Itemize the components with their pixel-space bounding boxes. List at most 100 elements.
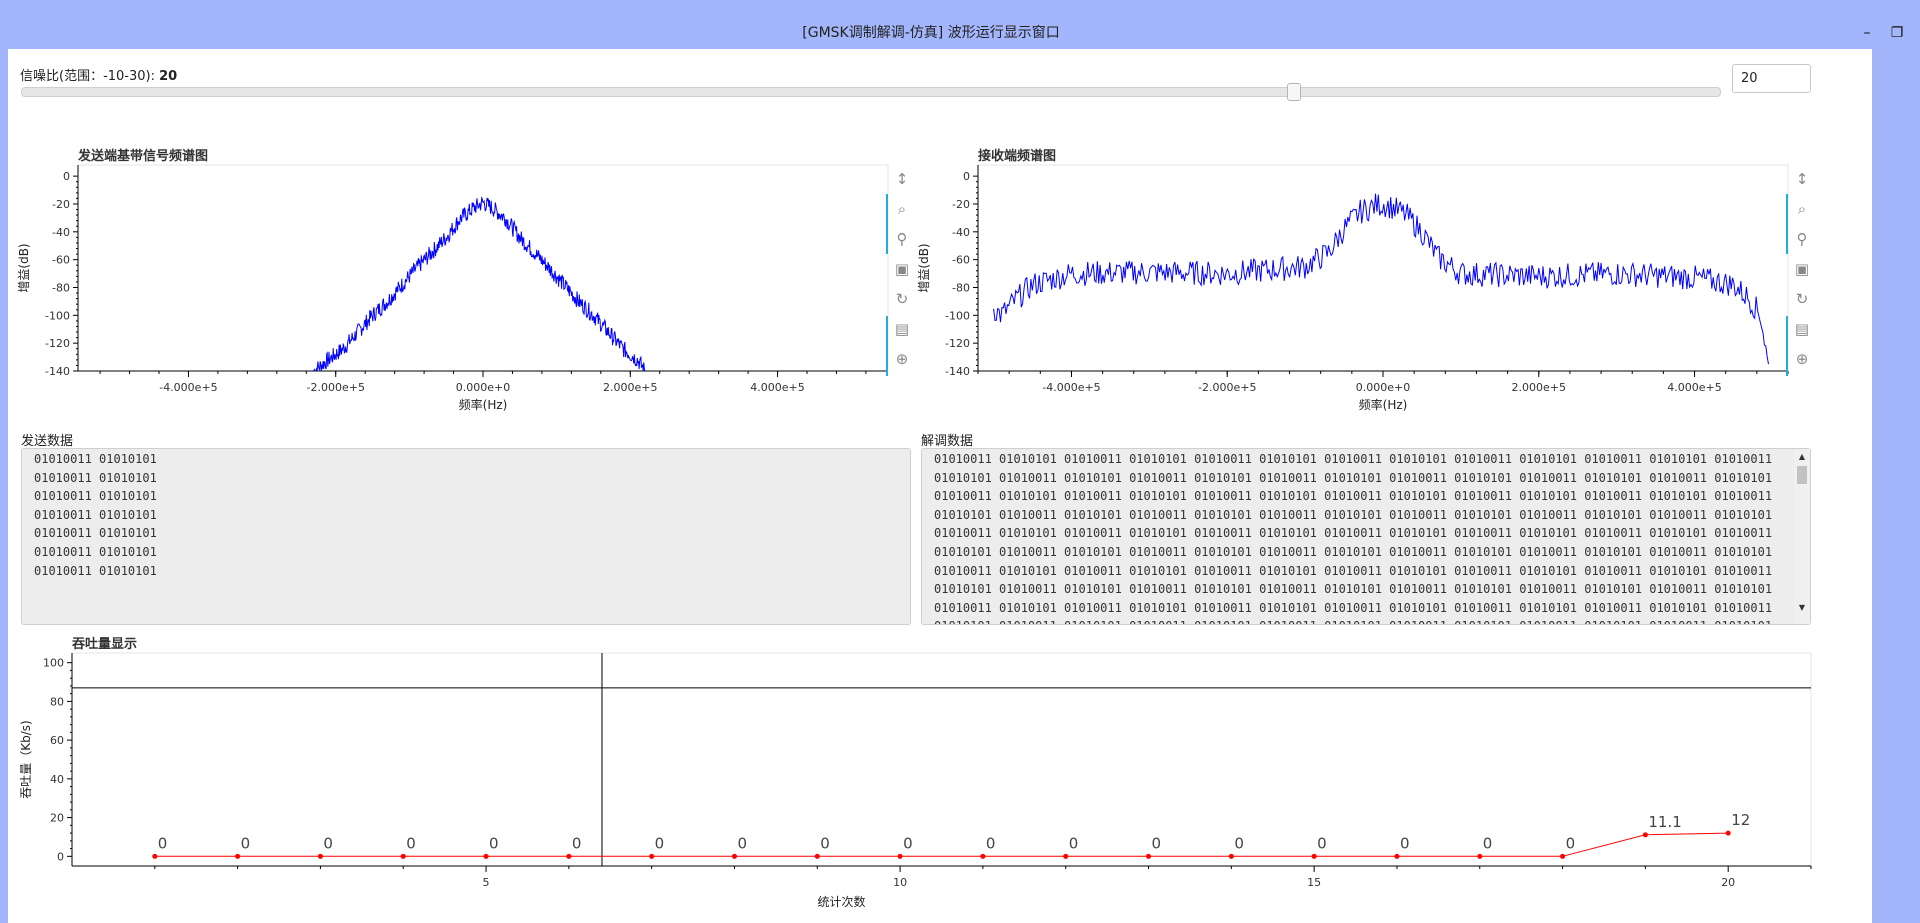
scroll-down-icon[interactable]: ▼	[1798, 603, 1806, 612]
tx-y-tick-label: -60	[52, 254, 70, 267]
rx-toolbar-active-indicator-2	[1786, 316, 1788, 376]
thr-y-tick-label: 40	[50, 773, 64, 786]
thr-x-tick-label: 15	[1307, 876, 1321, 889]
throughput-point	[897, 853, 903, 859]
throughput-point	[649, 853, 655, 859]
throughput-data-label: 0	[489, 834, 499, 852]
tx-y-tick-label: -20	[52, 198, 70, 211]
thr-x-tick-label: 10	[893, 876, 907, 889]
throughput-data-label: 11.1	[1648, 813, 1681, 831]
rx-y-tick-label: -40	[952, 226, 970, 239]
rx-spectrum-line	[993, 193, 1769, 365]
tx-spectrum-chart[interactable]: 0 -20 -40 -60 -80 -100 -120 -140 -4.000e+5 -2.000…	[10, 160, 890, 426]
snr-slider-track[interactable]	[21, 87, 1721, 97]
throughput-data-label: 0	[406, 834, 416, 852]
tx-x-tick-label: -4.000e+5	[159, 381, 217, 394]
throughput-point	[235, 853, 241, 859]
rx-x-tick-label: -4.000e+5	[1042, 381, 1100, 394]
throughput-point	[1394, 853, 1400, 859]
tx-wheel-zoom-icon[interactable]: ⚲	[896, 230, 908, 248]
thr-y-axis-label: 吞吐量（Kb/s)	[19, 720, 33, 798]
scroll-thumb[interactable]	[1797, 466, 1807, 484]
rx-y-axis-label: 增益(dB)	[917, 243, 931, 292]
tx-box-zoom-icon[interactable]: ⌕	[897, 200, 907, 218]
rx-y-tick-label: -100	[945, 309, 970, 322]
tx-data-textarea[interactable]: 01010011 01010101 01010011 01010101 0101…	[21, 448, 911, 625]
throughput-point	[1311, 853, 1317, 859]
throughput-data-label: 0	[903, 834, 913, 852]
throughput-point	[1725, 830, 1731, 836]
tx-y-tick-label: -140	[45, 365, 70, 378]
tx-data-label: 发送数据	[21, 434, 74, 449]
throughput-line	[154, 832, 1729, 857]
thr-y-tick-label: 20	[50, 812, 64, 825]
tx-hover-icon[interactable]: ▤	[894, 320, 910, 338]
rx-data-scrollbar[interactable]: ▲ ▼	[1794, 449, 1810, 624]
tx-x-tick-label: -2.000e+5	[307, 381, 365, 394]
rx-save-icon[interactable]: ▣	[1794, 260, 1810, 278]
throughput-data-label: 0	[1152, 834, 1162, 852]
rx-wheel-zoom-icon[interactable]: ⚲	[1796, 230, 1808, 248]
tx-x-tick-label: 0.000e+0	[456, 381, 510, 394]
tx-reset-icon[interactable]: ↻	[895, 290, 909, 308]
throughput-point	[1063, 853, 1069, 859]
throughput-point	[731, 853, 737, 859]
minimize-icon[interactable]: –	[1863, 25, 1871, 41]
tx-spectrum-title: 发送端基带信号频谱图	[78, 149, 209, 164]
thr-y-tick-label: 0	[57, 850, 64, 863]
tx-y-axis-label: 增益(dB)	[17, 243, 31, 292]
throughput-data-label: 0	[1234, 834, 1244, 852]
tx-x-tick-label: 4.000e+5	[750, 381, 804, 394]
tx-spectrum-line	[313, 196, 646, 371]
throughput-data-label: 0	[1483, 834, 1493, 852]
throughput-point	[152, 853, 158, 859]
throughput-point	[980, 853, 986, 859]
rx-y-tick-label: -140	[945, 365, 970, 378]
rx-pan-vertical-icon[interactable]: ↕	[1795, 170, 1809, 188]
throughput-data-label: 0	[1069, 834, 1079, 852]
throughput-chart[interactable]: 0 20 40 60 80 100 5 10 15 20 统计次数 吞吐量（Kb/s) 0 0 0 0 0 0 0 0…	[10, 646, 1820, 916]
thr-x-tick-label: 5	[483, 876, 490, 889]
tx-y-tick-label: -40	[52, 226, 70, 239]
scroll-up-icon[interactable]: ▲	[1798, 452, 1806, 461]
rx-box-zoom-icon[interactable]: ⌕	[1797, 200, 1807, 218]
rx-y-tick-label: -80	[952, 281, 970, 294]
rx-x-tick-label: 4.000e+5	[1667, 381, 1721, 394]
throughput-point	[1146, 853, 1152, 859]
tx-x-axis-label: 频率(Hz)	[459, 397, 508, 412]
throughput-point	[1228, 853, 1234, 859]
tx-save-icon[interactable]: ▣	[894, 260, 910, 278]
rx-plot-area	[977, 164, 1789, 372]
maximize-icon[interactable]: ❐	[1890, 25, 1904, 41]
rx-y-tick-label: -60	[952, 254, 970, 267]
tx-y-tick-label: -80	[52, 281, 70, 294]
rx-spectrum-chart[interactable]: 0 -20 -40 -60 -80 -100 -120 -140 -4.000e+5 -2.000…	[910, 160, 1790, 426]
snr-slider-handle[interactable]	[1287, 83, 1301, 101]
rx-x-tick-label: 2.000e+5	[1512, 381, 1566, 394]
snr-label-text: 信噪比(范围：-10-30):	[20, 69, 160, 84]
tx-pan-vertical-icon[interactable]: ↕	[895, 170, 909, 188]
snr-value: 20	[159, 69, 178, 84]
thr-y-tick-label: 60	[50, 734, 64, 747]
snr-input[interactable]	[1732, 64, 1811, 93]
title-bar: [GMSK调制解调-仿真] 波形运行显示窗口 – ❐	[0, 0, 1920, 49]
tx-crosshair-icon[interactable]: ⊕	[895, 350, 909, 368]
rx-reset-icon[interactable]: ↻	[1795, 290, 1809, 308]
tx-toolbar-active-indicator	[886, 194, 888, 254]
tx-toolbar-active-indicator-2	[886, 316, 888, 376]
tx-y-tick-label: -120	[45, 337, 70, 350]
rx-x-tick-label: 0.000e+0	[1356, 381, 1410, 394]
throughput-data-label: 12	[1731, 811, 1750, 829]
throughput-data-label: 0	[820, 834, 830, 852]
rx-crosshair-icon[interactable]: ⊕	[1795, 350, 1809, 368]
throughput-data-label: 0	[986, 834, 996, 852]
rx-hover-icon[interactable]: ▤	[1794, 320, 1810, 338]
rx-x-tick-label: -2.000e+5	[1198, 381, 1256, 394]
throughput-point	[483, 853, 489, 859]
snr-label: 信噪比(范围：-10-30): 20	[20, 65, 177, 84]
rx-data-label: 解调数据	[921, 434, 974, 449]
rx-data-textarea[interactable]: 01010011 01010101 01010011 01010101 0101…	[921, 448, 1811, 625]
throughput-point	[317, 853, 323, 859]
throughput-point	[1477, 853, 1483, 859]
thr-y-tick-label: 100	[43, 657, 64, 670]
